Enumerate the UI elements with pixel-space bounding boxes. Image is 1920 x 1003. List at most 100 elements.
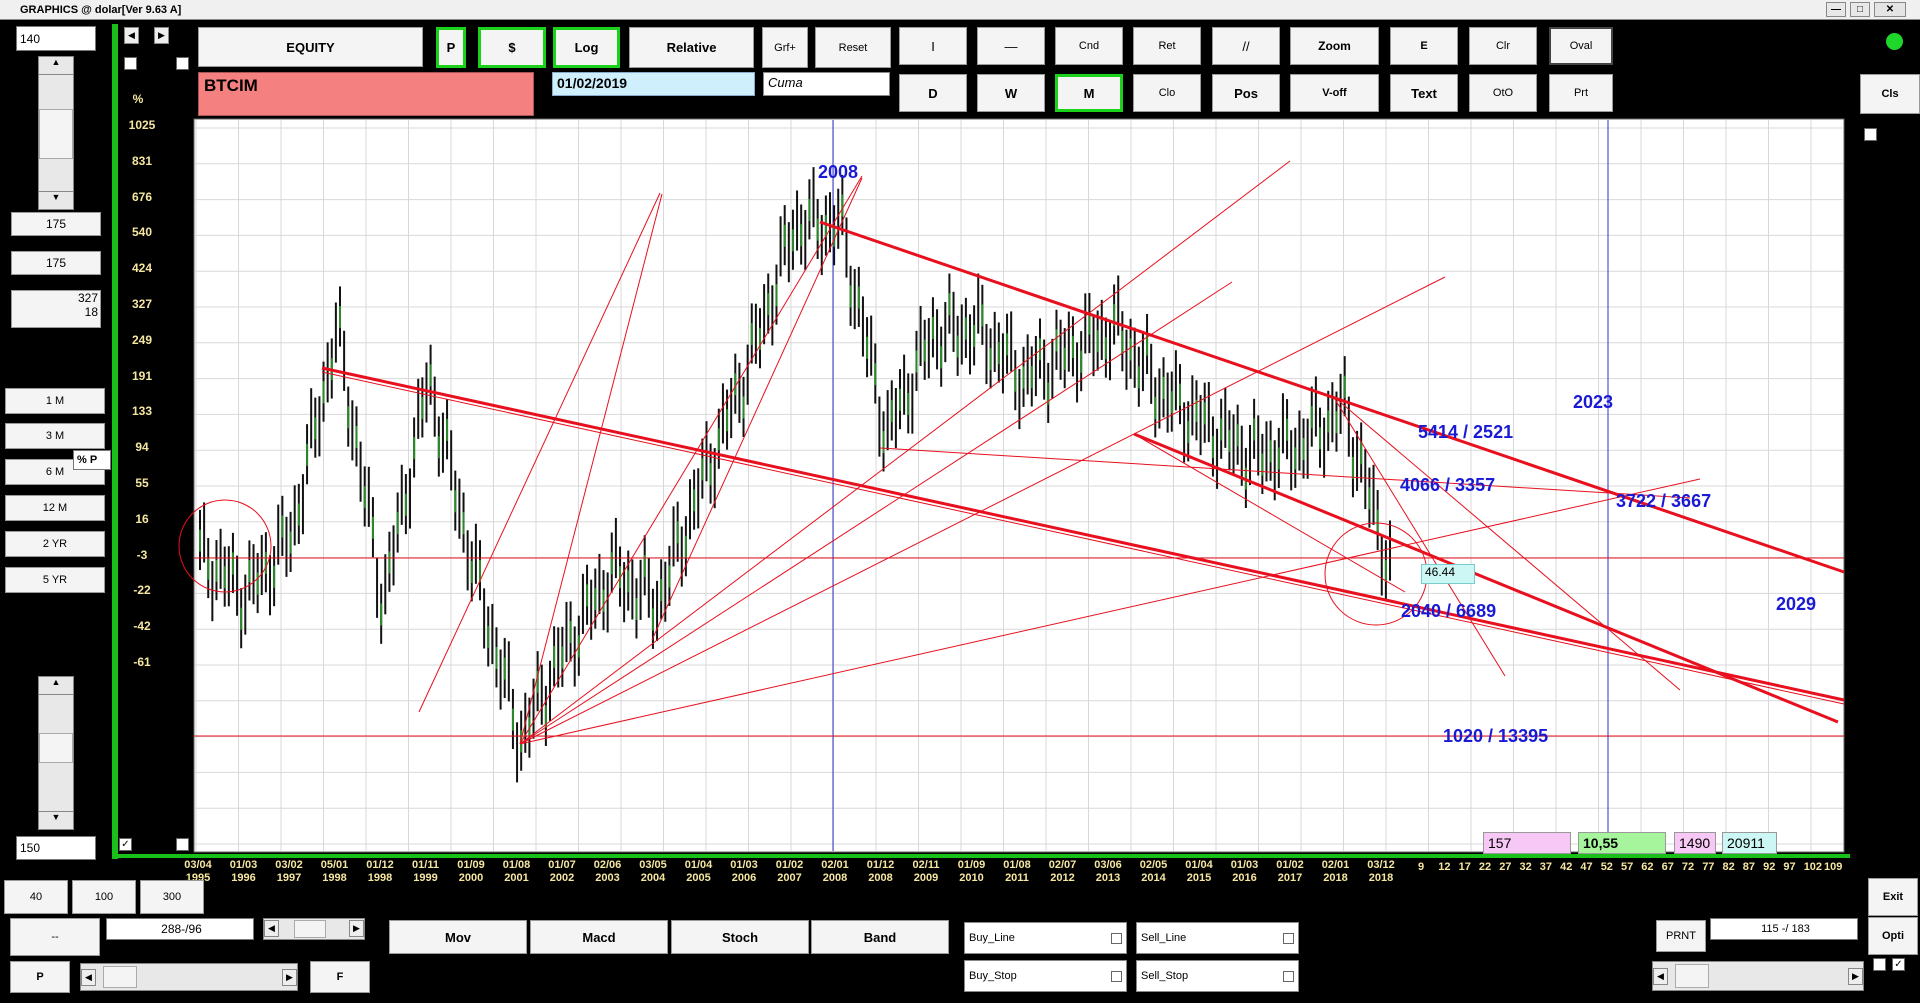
sell-line-toggle[interactable]: Sell_Line [1136,922,1299,954]
clr-button[interactable]: Clr [1469,27,1537,65]
sell-line-checkbox[interactable] [1283,932,1294,944]
period-1m-button[interactable]: 1 M [5,388,105,414]
reset-button[interactable]: Reset [815,27,891,68]
prt-button[interactable]: Prt [1549,74,1613,112]
scroll-right-icon[interactable]: ▶ [349,920,364,937]
buy-line-toggle[interactable]: Buy_Line [964,922,1127,954]
scroll-thumb[interactable] [39,733,73,763]
mov-button[interactable]: Mov [389,920,527,954]
scroll-thumb[interactable] [294,920,326,938]
log-button[interactable]: Log [553,27,620,68]
date-field[interactable]: 01/02/2019 [552,72,755,96]
text-button[interactable]: Text [1390,74,1458,112]
relative-button[interactable]: Relative [629,27,754,68]
scroll-thumb[interactable] [1675,964,1709,988]
pos-button[interactable]: Pos [1212,74,1280,112]
main-scrollbar[interactable]: ◀ ▶ [80,963,298,991]
opti-button[interactable]: Opti [1868,917,1918,955]
period-12m-button[interactable]: 12 M [5,495,105,521]
w-button[interactable]: W [977,74,1045,112]
price-bar-body [1146,333,1149,356]
sell-line-label: Sell_Line [1141,932,1187,944]
upper-scrollbar[interactable]: ▲ ▼ [38,56,74,210]
x-axis-future-tick: 57 [1621,861,1634,873]
d-button[interactable]: D [899,74,967,112]
parallel-button[interactable]: // [1212,27,1280,65]
price-bar-body [1351,456,1354,479]
zoom-button[interactable]: Zoom [1290,27,1379,65]
oval-button[interactable]: Oval [1549,27,1613,65]
price-bar-body [989,348,992,371]
arrow-left-icon[interactable]: ◀ [124,27,139,44]
top-right-checkbox[interactable] [176,57,189,70]
prnt-button[interactable]: PRNT [1656,920,1706,952]
scroll-right-icon[interactable]: ▶ [282,969,297,986]
buy-line-checkbox[interactable] [1111,932,1122,944]
scroll-left-icon[interactable]: ◀ [81,969,96,986]
scroll-left-icon[interactable]: ◀ [1653,968,1668,985]
arrow-right-icon[interactable]: ▶ [154,27,169,44]
line-button[interactable]: — [977,27,1045,65]
period-3m-button[interactable]: 3 M [5,423,105,449]
scroll-thumb[interactable] [103,966,137,988]
minimize-button[interactable]: — [1826,2,1846,17]
voff-button[interactable]: V-off [1290,74,1379,112]
grf-plus-button[interactable]: Grf+ [762,27,808,68]
bottom-right-checkbox-2[interactable]: ✓ [1892,958,1905,971]
scroll-left-icon[interactable]: ◀ [264,920,279,937]
bottom-left-checkbox[interactable]: ✓ [119,838,132,851]
top-left-checkbox[interactable] [124,57,137,70]
sell-stop-checkbox[interactable] [1283,970,1294,982]
bottom-value-field[interactable]: 150 [16,836,96,860]
bottom-right-checkbox-1[interactable] [1873,958,1886,971]
period-5yr-button[interactable]: 5 YR [5,567,105,593]
price-bar-body [1368,487,1371,510]
macd-button[interactable]: Macd [530,920,668,954]
exit-button[interactable]: Exit [1868,878,1918,916]
close-button[interactable]: ✕ [1874,2,1906,17]
buy-stop-toggle[interactable]: Buy_Stop [964,960,1127,992]
left-axis-tick: 424 [131,261,153,276]
top-value-field[interactable]: 140 [16,26,96,51]
period-2yr-button[interactable]: 2 YR [5,531,105,557]
pct-p-field[interactable]: % P [73,450,111,470]
lower-scrollbar[interactable]: ▲ ▼ [38,676,74,830]
x-tick-year: 2014 [1141,872,1166,884]
dollar-button[interactable]: $ [478,27,546,68]
price-bar-body [339,306,341,329]
b300-button[interactable]: 300 [140,880,204,914]
price-bar-body [586,584,589,607]
buy-stop-checkbox[interactable] [1111,970,1122,982]
clo-button[interactable]: Clo [1133,74,1201,112]
scroll-up-icon[interactable]: ▲ [39,677,73,695]
cnd-button[interactable]: Cnd [1055,27,1123,65]
left-axis-tick: 676 [131,189,153,204]
m-button[interactable]: M [1055,74,1123,112]
scroll-thumb[interactable] [39,109,73,159]
oto-button[interactable]: OtO [1469,74,1537,112]
p-bottom-button[interactable]: P [10,961,70,993]
dashes-button[interactable]: -- [10,918,100,956]
price-bar-body [314,417,317,440]
chart-checkbox[interactable] [1864,128,1877,141]
sell-stop-toggle[interactable]: Sell_Stop [1136,960,1299,992]
scroll-up-icon[interactable]: ▲ [39,57,73,75]
stoch-button[interactable]: Stoch [671,920,809,954]
range-scrollbar[interactable]: ◀ ▶ [263,918,365,940]
right-scrollbar[interactable]: ◀ ▶ [1652,961,1864,991]
scroll-down-icon[interactable]: ▼ [39,811,73,829]
f-button[interactable]: F [310,961,370,993]
scroll-right-icon[interactable]: ▶ [1848,968,1863,985]
b100-button[interactable]: 100 [72,880,136,914]
p-button[interactable]: P [436,27,466,68]
e-button[interactable]: E [1390,27,1458,65]
equity-button[interactable]: EQUITY [198,27,423,67]
scroll-down-icon[interactable]: ▼ [39,191,73,209]
maximize-button[interactable]: □ [1850,2,1870,17]
band-button[interactable]: Band [811,920,949,954]
i-button[interactable]: I [899,27,967,65]
bottom-right-checkbox[interactable] [176,838,189,851]
ret-button[interactable]: Ret [1133,27,1201,65]
b40-button[interactable]: 40 [4,880,68,914]
